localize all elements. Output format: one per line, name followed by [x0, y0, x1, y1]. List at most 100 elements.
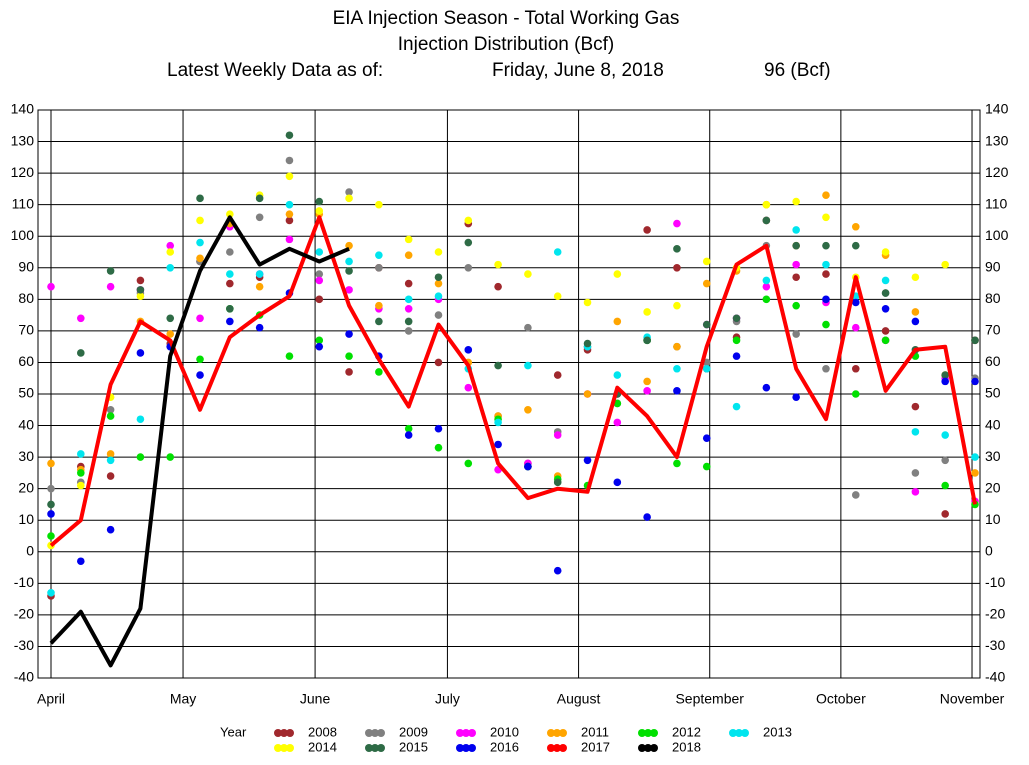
- data-point: [47, 532, 55, 540]
- legend-label: 2012: [672, 724, 701, 739]
- data-point: [673, 387, 681, 395]
- legend-swatch: [650, 744, 658, 752]
- data-point: [941, 510, 949, 518]
- data-point: [971, 377, 979, 386]
- legend-swatch: [468, 729, 476, 737]
- data-point: [792, 301, 800, 310]
- data-point: [345, 330, 353, 338]
- data-point: [494, 282, 502, 291]
- legend-item: 2015: [365, 739, 428, 754]
- data-point: [375, 317, 383, 326]
- data-point: [226, 248, 234, 256]
- data-point: [911, 317, 920, 326]
- latest-date: Friday, June 8, 2018: [492, 60, 664, 81]
- data-point: [673, 219, 681, 228]
- y-tick-label: 0: [26, 542, 34, 558]
- legend-swatch: [644, 744, 652, 752]
- data-point: [285, 131, 294, 140]
- data-point: [792, 273, 800, 282]
- data-point: [345, 352, 353, 360]
- y2-tick-label: -30: [985, 637, 1005, 653]
- y-tick-label: 70: [18, 322, 34, 338]
- data-point: [464, 459, 473, 468]
- data-point: [792, 226, 800, 234]
- data-point: [404, 424, 413, 433]
- y-tick-label: 10: [18, 511, 34, 527]
- y2-tick-label: 50: [985, 385, 1001, 401]
- data-point: [702, 257, 711, 266]
- y2-tick-label: -20: [985, 606, 1005, 622]
- data-point: [434, 273, 443, 282]
- legend-item: 2010: [456, 724, 519, 739]
- data-point: [404, 235, 413, 244]
- data-point: [166, 263, 175, 272]
- data-point: [762, 295, 771, 304]
- y2-tick-label: -40: [985, 669, 1005, 685]
- data-point: [166, 241, 175, 250]
- legend-label: 2011: [581, 724, 609, 739]
- latest-value: 96 (Bcf): [764, 60, 831, 81]
- data-point: [822, 260, 830, 269]
- data-point: [106, 405, 115, 414]
- y-tick-label: 50: [18, 385, 34, 401]
- data-point: [226, 210, 234, 218]
- legend-swatch: [280, 729, 288, 737]
- data-point: [47, 589, 55, 597]
- data-point: [47, 282, 55, 291]
- data-point: [762, 216, 771, 225]
- y2-tick-label: 10: [985, 511, 1001, 527]
- data-point: [77, 450, 85, 458]
- data-point: [404, 431, 413, 439]
- data-point: [673, 364, 681, 373]
- data-point: [524, 323, 532, 332]
- y-tick-label: 90: [18, 258, 34, 274]
- data-point: [792, 330, 800, 338]
- data-point: [553, 248, 562, 256]
- data-point: [643, 513, 651, 521]
- data-point: [196, 238, 204, 247]
- legend-swatch: [553, 744, 561, 752]
- x-tick-label: May: [170, 691, 196, 707]
- data-point: [971, 453, 979, 461]
- data-point: [166, 330, 175, 338]
- y2-tick-label: 130: [985, 132, 1009, 148]
- legend-swatch: [729, 729, 737, 737]
- data-point: [77, 314, 85, 323]
- legend-swatch: [456, 729, 464, 737]
- data-point: [106, 472, 115, 480]
- y2-tick-label: 20: [985, 479, 1001, 495]
- data-point: [255, 213, 264, 222]
- y-tick-label: 60: [18, 353, 34, 369]
- data-point: [762, 383, 771, 392]
- data-point: [881, 336, 890, 345]
- data-point: [702, 434, 711, 442]
- data-point: [851, 222, 860, 231]
- y-tick-label: 30: [18, 448, 34, 464]
- data-point: [673, 459, 681, 468]
- legend-item: 2013: [729, 724, 792, 739]
- y2-tick-label: 30: [985, 448, 1001, 464]
- chart-title: EIA Injection Season - Total Working Gas: [333, 8, 680, 29]
- data-point: [196, 254, 204, 263]
- data-point: [583, 456, 592, 465]
- data-point: [404, 251, 413, 259]
- legend-item: 2012: [638, 724, 701, 739]
- legend-label: 2014: [308, 739, 337, 754]
- data-point: [702, 462, 711, 471]
- data-point: [524, 361, 532, 370]
- data-point: [881, 289, 890, 297]
- y2-tick-label: 90: [985, 258, 1001, 274]
- data-point: [315, 295, 324, 304]
- data-point: [613, 371, 622, 379]
- data-point: [822, 241, 830, 250]
- data-point: [196, 371, 204, 379]
- data-point: [196, 355, 204, 364]
- data-point: [464, 216, 473, 225]
- legend-item: 2017: [547, 739, 610, 754]
- legend-label: 2010: [490, 724, 519, 739]
- data-point: [375, 263, 383, 272]
- legend-swatch: [741, 729, 749, 737]
- data-point: [404, 317, 413, 326]
- y-tick-label: 80: [18, 290, 34, 306]
- data-point: [345, 257, 353, 266]
